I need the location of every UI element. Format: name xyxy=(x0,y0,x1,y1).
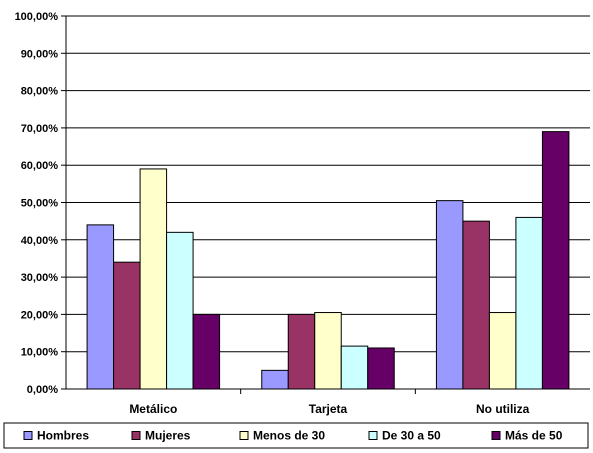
legend-swatch xyxy=(239,431,249,440)
bar-mujeres-0 xyxy=(113,261,141,390)
y-tick-label: 50,00% xyxy=(21,198,59,210)
y-tick-label: 10,00% xyxy=(21,347,59,359)
bar-menos-de-30-1 xyxy=(314,312,342,390)
bar-hombres-2 xyxy=(435,200,464,390)
legend-swatch xyxy=(131,431,141,440)
legend-label: Más de 50 xyxy=(505,429,563,443)
category-labels: Metálico Tarjeta No utiliza xyxy=(129,402,529,416)
legend-label: Mujeres xyxy=(145,429,191,443)
category-label: Tarjeta xyxy=(309,402,348,416)
y-tick-label: 70,00% xyxy=(21,123,59,135)
legend-box xyxy=(3,422,589,449)
legend-swatch xyxy=(23,431,33,440)
y-tick-label: 60,00% xyxy=(21,160,59,172)
y-tick-label: 90,00% xyxy=(21,48,59,60)
y-tick-label: 40,00% xyxy=(21,235,59,247)
y-tick-label: 80,00% xyxy=(21,86,59,98)
legend-label: Hombres xyxy=(37,429,89,443)
legend-swatch xyxy=(368,431,378,440)
legend-label: De 30 a 50 xyxy=(382,429,441,443)
bar-más-de-50-1 xyxy=(367,347,395,390)
bar-hombres-1 xyxy=(261,369,289,390)
bar-más-de-50-0 xyxy=(192,313,221,390)
bar-de-30-a-50-1 xyxy=(340,345,369,390)
legend: Hombres Mujeres Menos de 30 De 30 a 50 Más d… xyxy=(3,422,589,449)
legend-label: Menos de 30 xyxy=(253,429,325,443)
y-tick-label: 30,00% xyxy=(21,272,59,284)
bar-de-30-a-50-2 xyxy=(515,216,543,390)
bars xyxy=(86,131,570,390)
category-label: Metálico xyxy=(129,402,177,416)
bar-más-de-50-2 xyxy=(541,131,570,390)
bar-menos-de-30-2 xyxy=(488,312,517,390)
bar-de-30-a-50-0 xyxy=(166,231,194,390)
bar-mujeres-2 xyxy=(462,220,490,390)
bar-hombres-0 xyxy=(86,224,115,390)
y-tick-labels: 0,00% 10,00% 20,00% 30,00% 40,00% 50,00% 60,00… xyxy=(15,11,59,396)
y-tick-label: 100,00% xyxy=(15,11,59,23)
legend-swatch xyxy=(491,431,501,440)
bar-mujeres-1 xyxy=(287,313,316,390)
bar-menos-de-30-0 xyxy=(139,168,168,390)
y-tick-label: 0,00% xyxy=(27,384,58,396)
y-tick-label: 20,00% xyxy=(21,309,59,321)
category-label: No utiliza xyxy=(476,402,530,416)
